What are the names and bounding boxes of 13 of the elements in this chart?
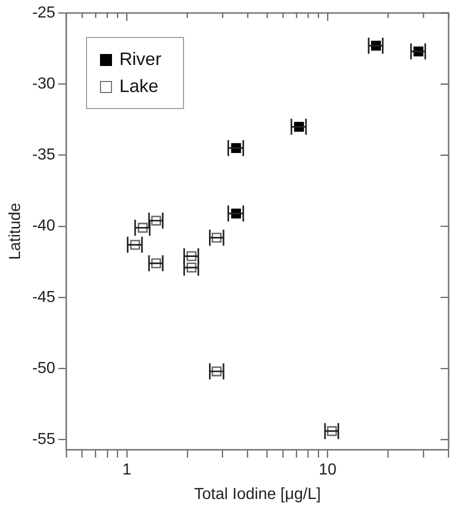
y-tick-label: -50 [32,360,56,377]
x-tick-label: 10 [318,462,337,479]
x-tick-label: 1 [122,462,132,479]
y-tick-label: -35 [32,146,56,164]
y-tick-label: -30 [32,76,56,93]
legend-label: River [119,49,162,70]
y-axis-title: Latitude [7,202,24,260]
y-tick-label: -25 [32,4,56,22]
y-tick-label: -55 [32,431,56,448]
legend-label: Lake [119,76,158,97]
y-tick-label: -45 [32,288,56,306]
y-tick-label: -40 [32,218,56,235]
x-axis-title: Total Iodine [μg/L] [194,486,321,503]
